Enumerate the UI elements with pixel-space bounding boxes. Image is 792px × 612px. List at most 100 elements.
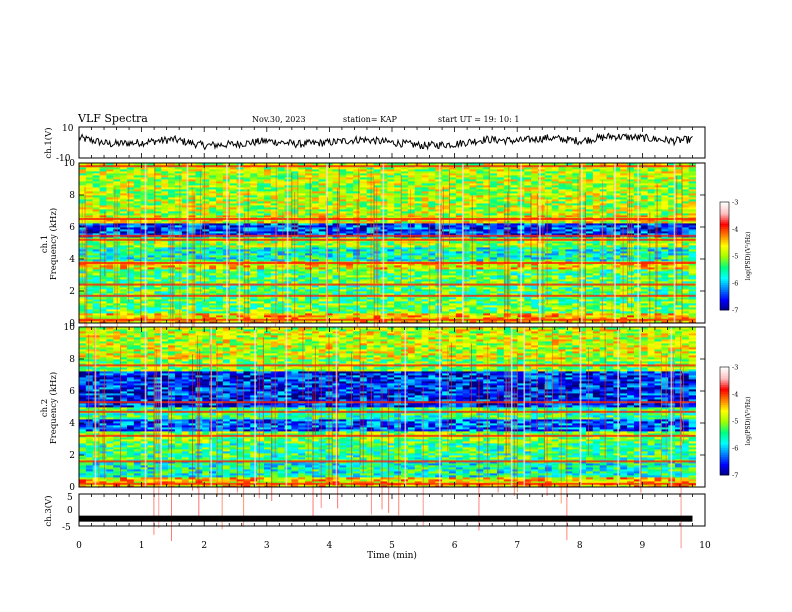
spectrogram-cell xyxy=(243,287,251,290)
spectrogram-cell xyxy=(572,299,580,302)
spectrogram-cell xyxy=(298,243,306,246)
spectrogram-cell xyxy=(270,305,279,308)
spectrogram-cell xyxy=(661,263,669,266)
spectrogram-cell xyxy=(647,309,655,312)
spectrogram-cell xyxy=(168,307,176,310)
spectrogram-cell xyxy=(346,297,354,300)
spectrogram-cell xyxy=(359,267,368,270)
spectrogram-cell xyxy=(572,255,580,258)
spectrogram-cell xyxy=(462,317,470,320)
spectrogram-cell xyxy=(133,315,142,318)
spectrogram-cell xyxy=(263,287,272,290)
spectrogram-cell xyxy=(359,289,368,292)
spectrogram-cell xyxy=(147,311,155,314)
spectrogram-cell xyxy=(606,273,614,276)
spectrogram-cell xyxy=(161,311,169,314)
spectrogram-cell xyxy=(298,297,306,300)
spectrogram-cell xyxy=(174,291,183,294)
spectrogram-cell xyxy=(161,285,169,288)
spectrogram-cell xyxy=(661,241,669,244)
spectrogram-cell xyxy=(257,243,265,246)
spectrogram-cell xyxy=(298,263,306,266)
spectrogram-cell xyxy=(572,285,580,288)
spectrogram-cell xyxy=(229,241,237,244)
spectrogram-cell xyxy=(311,253,320,256)
spectrogram-cell xyxy=(257,245,265,248)
spectrogram-cell xyxy=(366,305,374,308)
spectrogram-cell xyxy=(455,251,464,254)
spectrogram-cell xyxy=(270,265,279,268)
spectrogram-cell xyxy=(524,311,532,314)
spectrogram-cell xyxy=(243,271,251,274)
spectrogram-cell xyxy=(414,321,422,324)
spectrogram-cell xyxy=(558,301,566,304)
spectrogram-cell xyxy=(353,275,361,278)
spectrogram-cell xyxy=(435,267,443,270)
spectrogram-cell xyxy=(448,315,457,318)
spectrogram-cell xyxy=(373,285,381,288)
spectrogram-cell xyxy=(92,277,100,280)
spectrogram-cell xyxy=(675,297,683,300)
spectrogram-cell xyxy=(407,317,416,320)
spectrogram-cell xyxy=(490,263,498,266)
spectrogram-cell xyxy=(544,315,553,318)
spectrogram-cell xyxy=(592,299,601,302)
spectrogram-cell xyxy=(202,273,210,276)
spectrogram-cell xyxy=(531,241,539,244)
spectrogram-cell xyxy=(661,255,669,258)
spectrogram-cell xyxy=(428,271,436,274)
spectrogram-cell xyxy=(270,311,279,314)
spectrogram-cell xyxy=(592,301,601,304)
spectrogram-cell xyxy=(387,281,395,284)
spectrogram-cell xyxy=(209,287,217,290)
spectrogram-cell xyxy=(442,291,450,294)
spectrogram-cell xyxy=(126,267,135,270)
spectrogram-cell xyxy=(407,321,416,324)
spectrogram-cell xyxy=(407,287,416,290)
spectrogram-cell xyxy=(469,275,477,278)
spectrogram-cell xyxy=(620,241,628,244)
spectrogram-cell xyxy=(168,259,176,262)
spectrogram-cell xyxy=(126,275,135,278)
spectrogram-cell xyxy=(133,285,142,288)
spectrogram-cell xyxy=(448,305,457,308)
spectrogram-cell xyxy=(339,275,347,278)
spectrogram-cell xyxy=(469,285,477,288)
spectrogram-cell xyxy=(79,297,87,300)
spectrogram-cell xyxy=(366,281,374,284)
spectrogram-cell xyxy=(421,269,429,272)
spectrogram-cell xyxy=(250,289,258,292)
spectrogram-cell xyxy=(442,313,450,316)
spectrogram-cell xyxy=(387,241,395,244)
spectrogram-cell xyxy=(524,305,532,308)
spectrogram-cell xyxy=(565,237,573,240)
spectrogram-cell xyxy=(161,291,169,294)
spectrogram-cell xyxy=(668,267,676,270)
spectrogram-cell xyxy=(154,301,162,304)
spectrogram-cell xyxy=(476,257,484,260)
spectrogram-cell xyxy=(654,237,662,240)
spectrogram-cell xyxy=(647,245,655,248)
spectrogram-cell xyxy=(524,275,532,278)
spectrogram-cell xyxy=(654,275,662,278)
spectrogram-cell xyxy=(483,247,491,250)
spectrogram-cell xyxy=(538,273,546,276)
spectrogram-cell xyxy=(428,257,436,260)
spectrogram-cell xyxy=(421,279,429,282)
spectrogram-cell xyxy=(585,245,594,248)
spectrogram-cell xyxy=(654,313,662,316)
spectrogram-cell xyxy=(168,321,176,324)
spectrogram-cell xyxy=(168,273,176,276)
spectrogram-cell xyxy=(161,277,169,280)
spectrogram-cell xyxy=(688,267,697,270)
spectrogram-cell xyxy=(270,293,279,296)
spectrogram-cell xyxy=(544,241,553,244)
spectrogram-cell xyxy=(270,263,279,266)
spectrogram-cell xyxy=(538,317,546,320)
spectrogram-cell xyxy=(401,303,409,306)
spectrogram-cell xyxy=(448,277,457,280)
spectrogram-cell xyxy=(654,289,662,292)
spectrogram-cell xyxy=(140,267,148,270)
spectrogram-cell xyxy=(99,299,107,302)
spectrogram-cell xyxy=(647,257,655,260)
